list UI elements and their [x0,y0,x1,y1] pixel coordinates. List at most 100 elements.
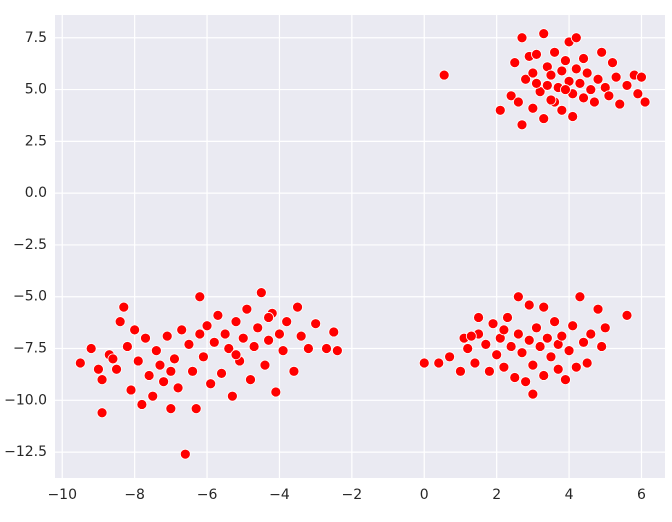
plot-area [55,15,665,478]
point [596,46,608,58]
point [158,376,170,388]
point [498,361,510,373]
point [527,359,539,371]
point [281,316,293,327]
y-tick-label: 0.0 [25,185,47,201]
point [455,365,466,377]
point [520,376,532,388]
point [531,48,542,60]
point [444,351,455,363]
point [516,119,528,131]
point [216,367,227,379]
point [328,326,340,338]
point [563,345,575,356]
point [592,73,604,85]
point [321,343,332,354]
point [111,363,122,375]
point [201,320,213,332]
y-tick-label: −2.5 [13,237,47,253]
point [545,69,557,81]
point [621,309,633,321]
point [560,374,571,385]
y-tick-label: 7.5 [25,30,47,46]
point [230,349,242,361]
point [527,67,539,79]
point [549,46,560,58]
point [418,357,430,369]
point [74,357,86,369]
point [556,330,568,342]
point [303,343,314,354]
point [143,370,155,381]
point [560,84,571,95]
point [574,291,586,303]
point [614,98,626,110]
point [132,355,144,367]
point [487,318,499,330]
point [541,80,553,91]
point [621,80,633,91]
point [288,365,300,377]
point [93,363,104,375]
point [230,316,242,327]
point [208,336,220,348]
point [589,96,600,108]
point [560,55,571,66]
point [552,363,564,375]
point [498,324,510,336]
point [534,341,546,352]
point [527,102,539,114]
point [505,341,517,352]
point [581,67,593,79]
point [255,287,267,298]
point [96,374,108,385]
point [512,291,524,303]
point [491,349,503,361]
point [512,328,524,340]
point [596,341,608,352]
point [205,378,217,390]
x-tick-label: 6 [637,487,646,503]
point [140,332,151,344]
y-tick-label: −5.0 [13,289,47,305]
point [516,347,528,359]
point [96,407,108,419]
point [223,343,235,354]
point [549,316,560,327]
y-tick-label: −10.0 [4,392,47,408]
point [578,92,589,104]
point [219,328,231,340]
x-tick-label: −4 [269,487,290,503]
point [125,384,137,396]
point [169,353,180,365]
point [259,359,271,371]
point [545,351,557,363]
point [592,303,604,315]
point [570,32,582,44]
point [599,322,611,334]
point [538,28,550,40]
point [610,71,622,83]
point [545,94,557,106]
point [187,365,198,377]
point [570,63,582,75]
point [129,324,141,336]
point [639,96,651,108]
point [509,57,521,69]
point [469,357,481,369]
point [263,334,274,346]
point [118,301,130,313]
point [585,328,597,340]
x-tick-label: −6 [197,487,218,503]
point [607,57,618,69]
point [494,104,506,116]
point [190,403,202,415]
point [531,322,542,334]
point [574,77,586,89]
point [274,328,285,340]
point [567,320,579,332]
point [150,345,162,356]
point [114,316,126,327]
point [570,361,582,373]
